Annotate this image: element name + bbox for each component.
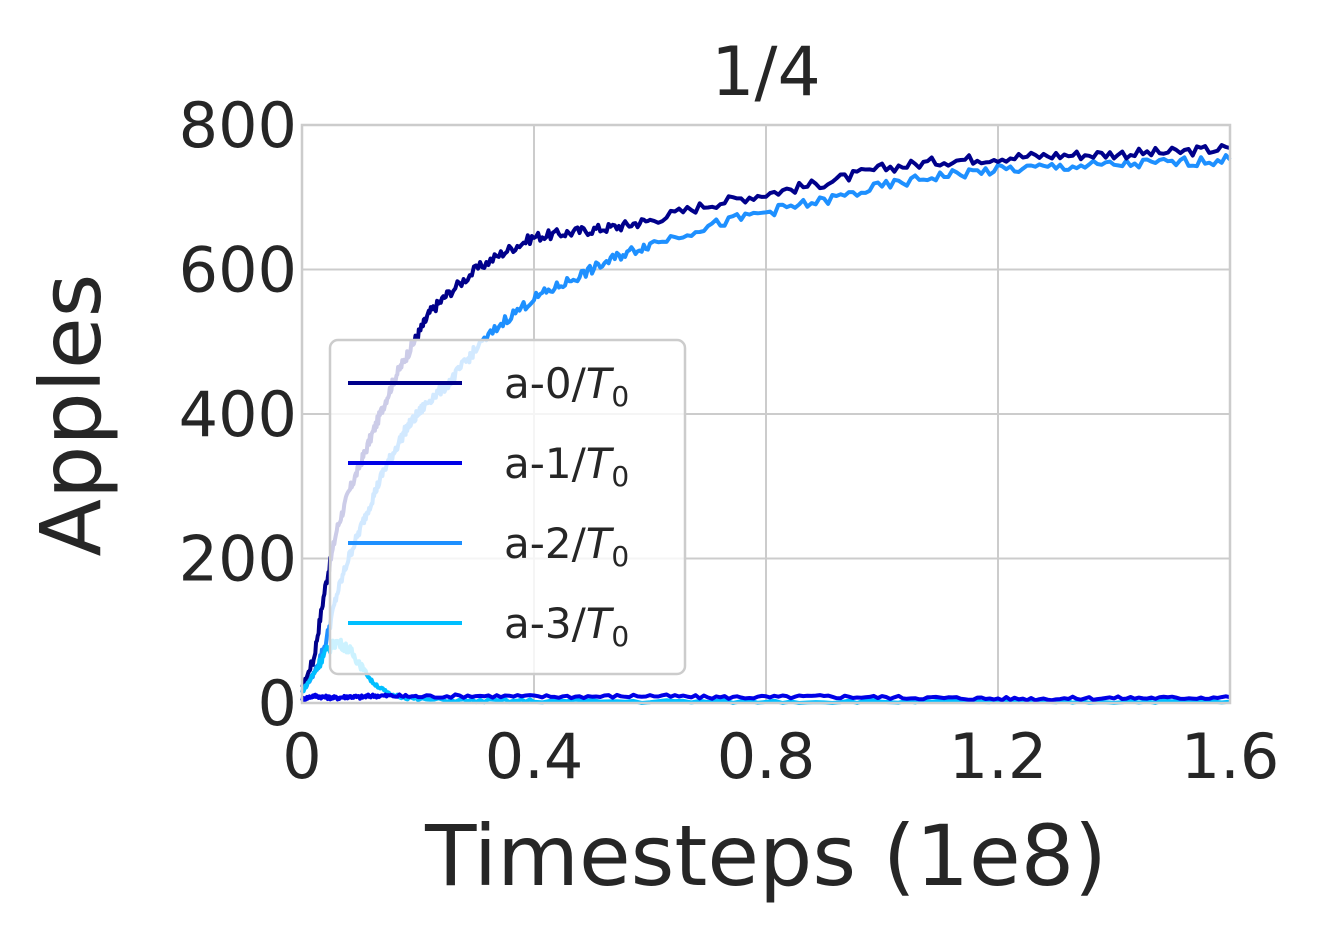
chart-title: 1/4 <box>711 33 820 112</box>
legend-label: a-2/T0 <box>504 519 629 573</box>
series-line <box>300 692 1231 703</box>
legend-label: a-0/T0 <box>504 359 629 413</box>
y-tick-label: 800 <box>179 89 297 162</box>
x-tick-label: 0.4 <box>485 720 584 793</box>
legend-label: a-3/T0 <box>504 599 629 653</box>
legend: a-0/T0 a-1/T0 a-2/T0 a-3/T0 <box>328 338 687 676</box>
x-tick-label: 0.8 <box>717 720 816 793</box>
legend-box <box>328 338 687 676</box>
x-axis-label: Timesteps (1e8) <box>424 807 1107 905</box>
x-tick-label: 1.6 <box>1181 720 1280 793</box>
x-tick-label: 1.2 <box>949 720 1048 793</box>
tick-labels: 0 0.4 0.8 1.2 1.6 0 200 400 600 800 <box>179 89 1280 793</box>
plot-frame <box>300 123 1232 705</box>
x-tick-label: 0 <box>282 720 321 793</box>
y-axis-label: Apples <box>22 274 120 557</box>
legend-label: a-1/T0 <box>504 439 629 493</box>
y-tick-label: 400 <box>179 378 297 451</box>
y-tick-label: 600 <box>179 234 297 307</box>
y-tick-label: 0 <box>258 667 297 740</box>
y-tick-label: 200 <box>179 523 297 596</box>
